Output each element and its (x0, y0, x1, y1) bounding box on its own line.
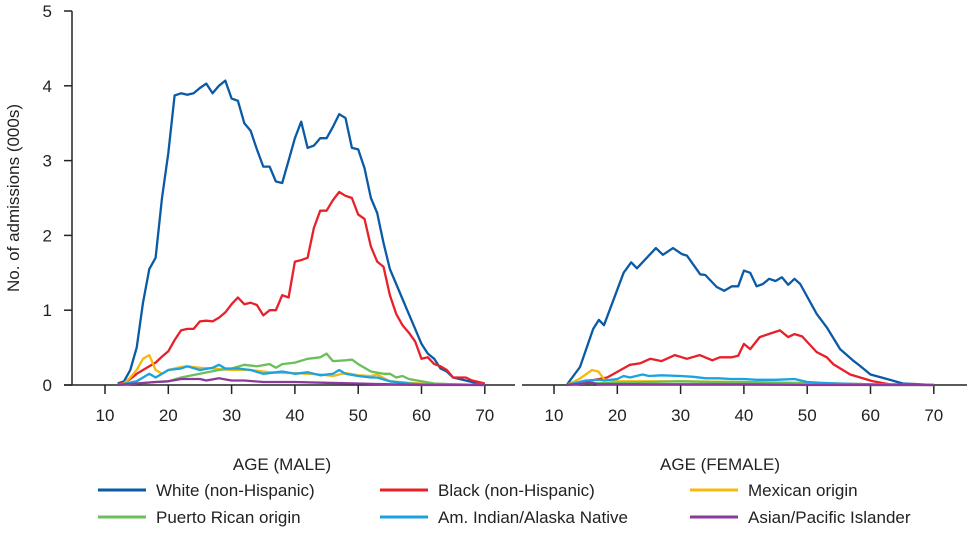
series-line-male-black-non-hispanic (117, 190, 486, 386)
series-line-male-asian-pacific-islander (117, 377, 485, 387)
x-tick-label: 50 (798, 406, 817, 425)
legend-label: Am. Indian/Alaska Native (438, 508, 628, 527)
x-tick-label: 40 (285, 406, 304, 425)
x-tick-label: 20 (159, 406, 178, 425)
series-line-male-puerto-rican-origin (117, 352, 485, 387)
series-line-female-am-indian-alaska-native (566, 373, 934, 387)
x-tick-label: 70 (475, 406, 494, 425)
legend-label: Black (non-Hispanic) (438, 481, 595, 500)
legend-label: Asian/Pacific Islander (748, 508, 911, 527)
legend-label: Puerto Rican origin (156, 508, 301, 527)
legend-label: Mexican origin (748, 481, 858, 500)
x-tick-label: 60 (861, 406, 880, 425)
x-tick-label: 70 (924, 406, 943, 425)
legend: White (non-Hispanic) Black (non-Hispanic)… (98, 481, 911, 527)
series-line-male-am-indian-alaska-native (117, 363, 485, 387)
series-line-male-white-non-hispanic (117, 79, 485, 386)
x-axis-label-male: AGE (MALE) (233, 455, 331, 474)
series-line-female-black-non-hispanic (566, 329, 934, 387)
y-tick-label: 5 (43, 2, 52, 21)
x-tick-label: 20 (608, 406, 627, 425)
legend-label: White (non-Hispanic) (156, 481, 315, 500)
y-tick-label: 2 (43, 226, 52, 245)
x-axis-label-female: AGE (FEMALE) (660, 455, 780, 474)
y-tick-label: 3 (43, 152, 52, 171)
y-tick-label: 0 (43, 376, 52, 395)
series-line-female-white-non-hispanic (565, 246, 934, 387)
x-tick-label: 40 (734, 406, 753, 425)
x-tick-label: 10 (545, 406, 564, 425)
y-tick-label: 1 (43, 301, 52, 320)
series-line-female-asian-pacific-islander (566, 381, 934, 387)
x-tick-label: 60 (412, 406, 431, 425)
x-tick-label: 30 (671, 406, 690, 425)
x-tick-label: 50 (349, 406, 368, 425)
y-tick-label: 4 (43, 77, 52, 96)
x-tick-label: 30 (222, 406, 241, 425)
y-axis-label: No. of admissions (000s) (4, 104, 23, 292)
x-tick-label: 10 (96, 406, 115, 425)
